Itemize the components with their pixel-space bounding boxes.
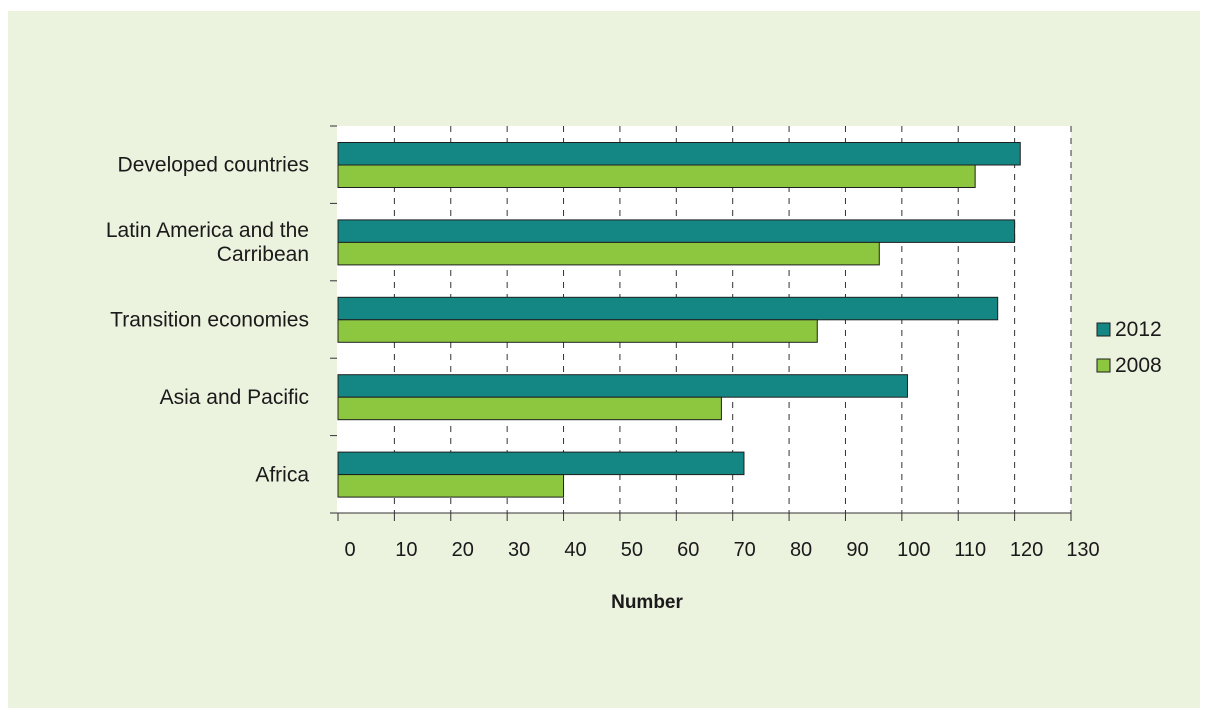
category-label: Latin America and the [106,219,309,242]
x-tick-label: 50 [621,539,643,561]
category-label: Transition economies [110,309,309,332]
x-tick-label: 90 [846,539,868,561]
x-axis-title: Number [611,592,683,613]
category-label: Asia and Pacific [160,386,309,409]
bar-2008-4 [337,396,722,421]
category-label: Africa [255,463,309,486]
bar-2008-3 [337,319,818,343]
x-tick-label: 10 [395,539,417,561]
category-label: Developed countries [118,154,309,177]
bar-2012-1 [337,142,1021,166]
x-tick-label: 70 [734,539,756,561]
x-tick-label: 40 [564,539,586,561]
x-tick-label: 130 [1066,539,1099,561]
x-tick-label: 100 [897,539,930,561]
x-tick-label: 0 [344,539,355,561]
category-label: Carribean [217,243,309,266]
legend: 2012 2008 [1096,318,1162,377]
bar-2008-5 [337,474,565,498]
bar-2008-2 [337,241,880,266]
bar-2012-4 [337,374,908,398]
x-tick-label: 110 [954,539,986,561]
legend-swatch-2012 [1096,322,1111,337]
x-tick-label: 30 [508,539,530,561]
legend-label-2012: 2012 [1115,318,1162,341]
bar-2008-1 [337,164,976,188]
x-tick-label: 120 [1010,539,1043,561]
legend-swatch-2008 [1096,358,1111,373]
bar-2012-3 [337,296,999,321]
x-tick-label: 60 [677,539,699,561]
x-tick-label: 80 [790,539,812,561]
x-tick-label: 20 [452,539,474,561]
bar-2012-2 [337,219,1016,243]
legend-label-2008: 2008 [1115,354,1162,377]
plot-layer: Developed countries Latin America and the… [106,125,1100,561]
bar-2012-5 [337,451,745,476]
